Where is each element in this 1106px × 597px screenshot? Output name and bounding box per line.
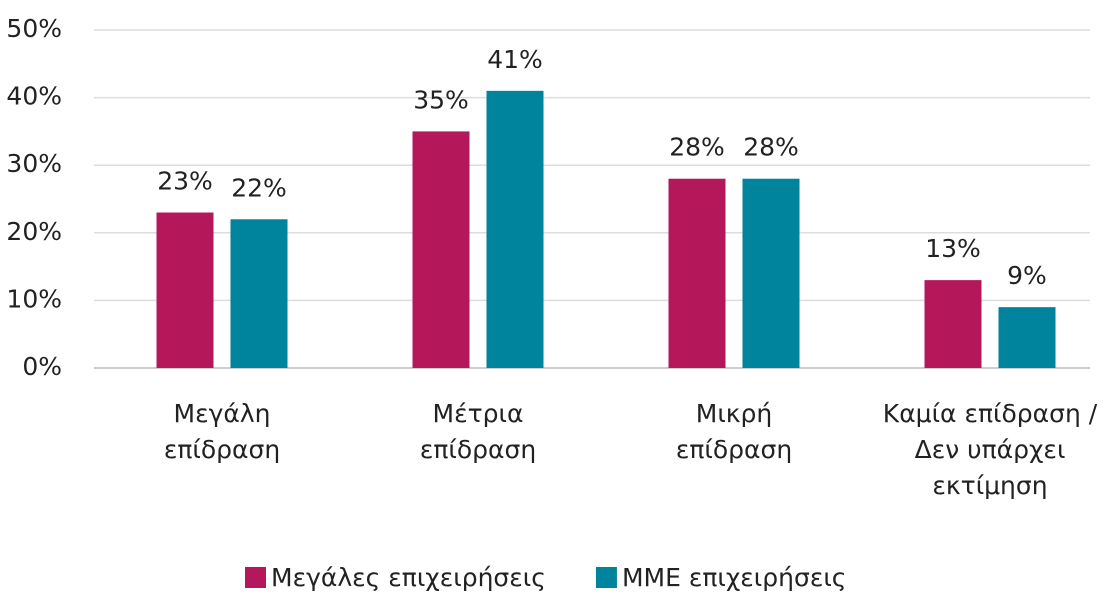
y-tick-label: 50% (6, 14, 62, 43)
bar (742, 178, 800, 368)
legend-label: Μεγάλες επιχειρήσεις (271, 563, 546, 592)
data-label: 9% (1007, 261, 1047, 290)
legend-swatch (595, 567, 617, 588)
legend-swatch (245, 567, 266, 588)
y-tick-label: 10% (6, 284, 62, 313)
y-tick-label: 30% (6, 149, 62, 178)
bar (156, 212, 214, 368)
bar (230, 219, 288, 368)
data-label: 13% (925, 234, 981, 263)
data-label: 28% (669, 133, 725, 162)
bar (924, 280, 982, 368)
bar (998, 307, 1056, 368)
x-tick-label: Μέτρια επίδραση (419, 399, 537, 464)
data-label: 28% (743, 133, 799, 162)
y-tick-label: 0% (22, 352, 62, 381)
x-tick-label: Μεγάλη επίδραση (163, 399, 281, 464)
data-label: 23% (157, 167, 213, 196)
bar (668, 178, 726, 368)
y-tick-label: 40% (6, 82, 62, 111)
data-label: 35% (413, 85, 469, 114)
legend-label: ΜΜΕ επιχειρήσεις (622, 563, 847, 592)
data-label: 22% (231, 173, 287, 202)
bar (412, 131, 470, 368)
bar (486, 90, 544, 368)
y-tick-label: 20% (6, 217, 62, 246)
x-tick-label: Μικρή επίδραση (675, 399, 793, 464)
x-tick-label: Καμία επίδραση / Δεν υπάρχει εκτίμηση (882, 399, 1098, 500)
data-label: 41% (487, 45, 543, 74)
